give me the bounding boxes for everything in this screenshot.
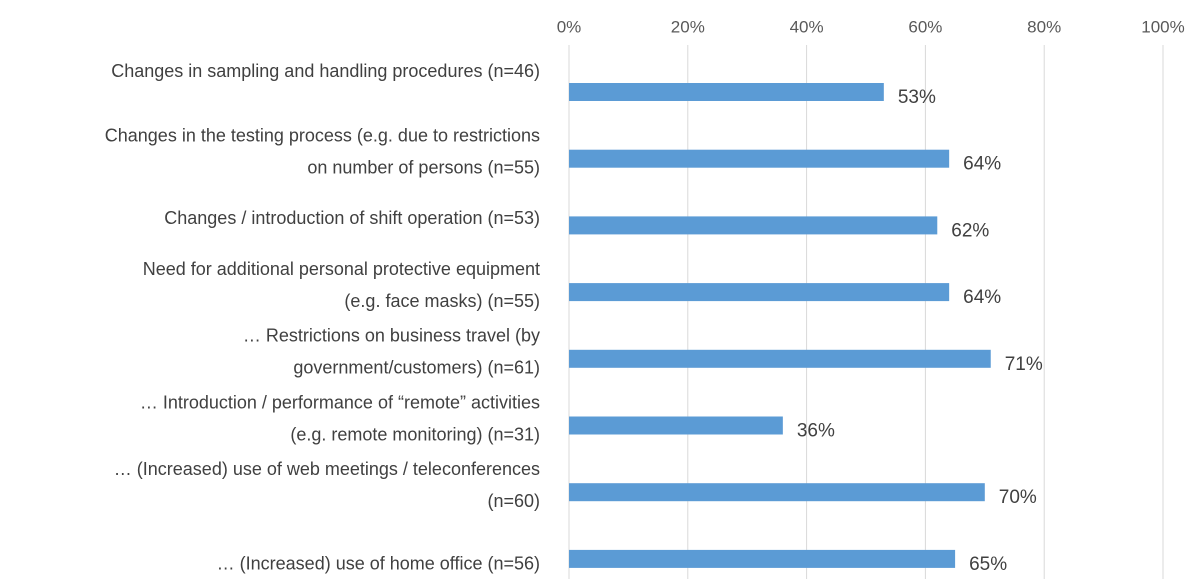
y-tick-label: … Restrictions on business travel (by [243,326,540,346]
data-label: 64% [963,154,1001,175]
x-tick-label: 40% [790,17,824,36]
bar [569,416,783,435]
x-tick-label: 100% [1141,17,1184,36]
x-tick-label: 0% [557,17,582,36]
bar [569,83,884,101]
data-label: 71% [1005,354,1043,375]
y-tick-label: … (Increased) use of web meetings / tele… [114,459,540,479]
bar [569,216,938,235]
data-label: 62% [951,220,989,241]
y-tick-label: … (Increased) use of home office (n=56) [217,554,540,574]
y-tick-label: Changes in sampling and handling procedu… [111,61,540,81]
bar [569,283,950,302]
x-tick-label: 20% [671,17,705,36]
data-label: 70% [999,487,1037,508]
y-tick-label: (n=60) [487,491,540,511]
bar [569,483,985,502]
data-label: 36% [797,421,835,442]
y-tick-label: … Introduction / performance of “remote”… [140,392,540,412]
bar [569,149,950,168]
y-tick-label: Changes in the testing process (e.g. due… [105,125,540,145]
x-tick-label: 80% [1027,17,1061,36]
y-tick-label: Need for additional personal protective … [143,259,540,279]
bar [569,349,991,368]
data-label: 53% [898,87,936,108]
y-tick-label: Changes / introduction of shift operatio… [164,208,540,228]
y-tick-label: (e.g. face masks) (n=55) [344,291,540,311]
bar [569,549,956,568]
x-tick-label: 60% [908,17,942,36]
y-tick-label: government/customers) (n=61) [293,358,540,378]
y-tick-label: (e.g. remote monitoring) (n=31) [290,424,540,444]
data-label: 65% [969,554,1007,575]
y-tick-label: on number of persons (n=55) [307,157,540,177]
data-label: 64% [963,287,1001,308]
